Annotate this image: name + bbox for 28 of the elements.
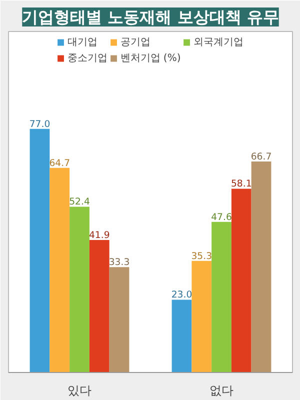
legend-label: 공기업 (120, 36, 150, 49)
legend-label: 중소기업 (67, 52, 108, 65)
bar (212, 222, 232, 372)
bar (30, 128, 50, 372)
chart-title: 기업형태별 노동재해 보상대책 유무 (22, 8, 279, 26)
bar (192, 260, 212, 372)
bar (109, 267, 130, 372)
bar (231, 188, 252, 372)
data-label: 52.4 (69, 196, 90, 208)
bar (50, 168, 70, 372)
data-label: 33.3 (108, 257, 130, 268)
x-tick-label: 있다 (68, 384, 92, 398)
data-label: 41.9 (88, 230, 110, 241)
x-tick-label: 없다 (210, 384, 234, 398)
data-label: 58.1 (230, 178, 252, 190)
data-label: 35.3 (191, 250, 212, 262)
bar (251, 162, 272, 372)
legend-label: 외국계기업 (194, 36, 244, 49)
legend-label: 벤처기업 (%) (120, 52, 181, 65)
data-label: 23.0 (171, 290, 192, 301)
legend-label: 대기업 (67, 36, 98, 49)
data-label: 77.0 (29, 118, 50, 130)
data-label: 64.7 (49, 158, 70, 169)
data-label: 47.6 (211, 212, 232, 223)
bar (172, 300, 192, 372)
bar (89, 240, 110, 372)
bar (70, 206, 90, 372)
data-label: 66.7 (250, 152, 272, 163)
